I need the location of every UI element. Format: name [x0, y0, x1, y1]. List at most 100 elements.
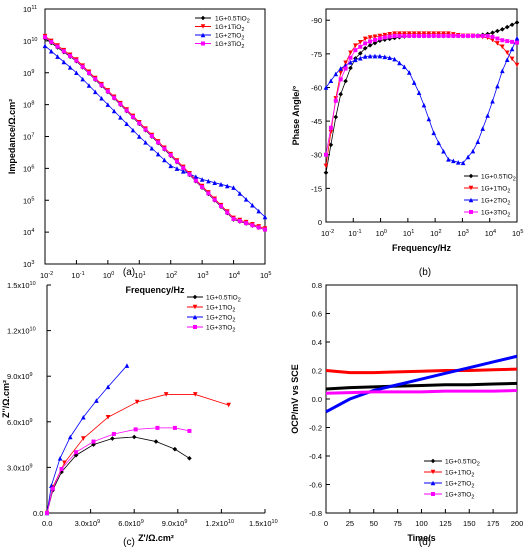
data-point — [155, 151, 161, 157]
data-point — [59, 466, 64, 471]
y-tick-label: -45 — [311, 117, 322, 126]
data-point — [225, 210, 230, 215]
x-tick-label: 100 — [376, 229, 387, 238]
data-point — [416, 31, 422, 36]
data-point — [74, 450, 79, 455]
legend-marker — [192, 304, 198, 310]
panel-label: (b) — [419, 267, 431, 278]
data-point — [67, 434, 73, 440]
x-tick-label: 101 — [134, 271, 145, 280]
data-point — [55, 44, 60, 49]
x-tick-label: 10-1 — [71, 271, 84, 280]
data-point — [61, 59, 67, 65]
data-point — [143, 140, 148, 145]
data-point — [180, 168, 186, 174]
series-3 — [45, 425, 192, 515]
data-point — [461, 33, 466, 38]
data-point — [367, 53, 373, 59]
data-point — [333, 71, 339, 77]
y-tick-label: -0.2 — [309, 424, 322, 433]
x-axis-label: Frequency/Hz — [125, 285, 185, 295]
legend-label: 1G+3TiO2 — [481, 210, 510, 219]
data-point — [328, 129, 334, 135]
data-point — [504, 50, 510, 56]
data-point — [231, 185, 236, 190]
legend-marker — [200, 32, 206, 38]
y-tick-label: 1011 — [23, 5, 37, 14]
series-1 — [325, 367, 518, 375]
data-point — [256, 208, 262, 214]
data-point — [137, 121, 142, 126]
data-point — [181, 165, 186, 170]
data-point — [130, 127, 136, 133]
y-tick-label: -0.4 — [309, 452, 322, 461]
data-point — [111, 431, 116, 436]
series-line — [325, 367, 518, 375]
legend-marker — [468, 185, 474, 191]
y-axis-label: OCP/mV vs SCE — [290, 364, 300, 434]
data-point — [105, 89, 110, 94]
data-point — [436, 140, 441, 146]
y-tick-label: 109 — [23, 69, 34, 78]
x-tick-label: 1.2x1010 — [205, 519, 234, 528]
data-point — [174, 166, 180, 171]
data-point — [328, 142, 334, 148]
data-point — [231, 216, 236, 221]
data-point — [111, 108, 117, 114]
data-point — [367, 35, 373, 40]
data-point — [80, 76, 86, 82]
legend-marker — [468, 197, 474, 203]
data-point — [162, 146, 167, 151]
legend-marker — [430, 480, 436, 486]
data-point — [500, 68, 505, 74]
data-point — [397, 60, 402, 66]
data-point — [357, 55, 363, 61]
data-point — [175, 159, 179, 164]
data-point — [460, 160, 466, 166]
x-tick-label: 25 — [346, 519, 354, 528]
data-point — [436, 33, 441, 38]
data-point — [446, 33, 451, 38]
x-tick-label: 200 — [511, 519, 524, 528]
data-point — [49, 39, 54, 44]
data-point — [500, 38, 505, 43]
data-point — [387, 32, 392, 37]
data-point — [407, 33, 412, 38]
panel-b: 10-2 10-1 100 101 102 103 104 105 0 -15 -30 -45 -60 -… — [291, 8, 523, 253]
data-point — [343, 78, 348, 84]
data-point — [219, 204, 223, 209]
y-axis-label: Z''/Ω.cm² — [1, 380, 11, 418]
legend-marker — [431, 492, 435, 496]
data-point — [250, 223, 255, 228]
data-point — [244, 221, 249, 226]
data-point — [382, 32, 388, 38]
data-point — [149, 134, 154, 139]
data-point — [495, 36, 500, 41]
data-point — [42, 43, 48, 49]
series-line — [325, 35, 518, 155]
data-point — [59, 469, 64, 475]
data-point — [500, 44, 505, 50]
data-point — [338, 91, 343, 97]
data-point — [417, 33, 422, 38]
y-tick-label: -0.8 — [309, 509, 322, 518]
data-point — [509, 56, 515, 62]
legend: 1G+0.5TiO2 1G+1TiO2 1G+2TiO2 1G+3TiO2 — [464, 174, 516, 219]
data-point — [451, 33, 456, 38]
data-point — [372, 40, 378, 46]
y-tick-label: 9.0x109 — [7, 372, 33, 381]
data-point — [193, 174, 199, 180]
data-point — [226, 402, 231, 408]
data-point — [263, 227, 267, 232]
data-point — [441, 148, 446, 154]
data-point — [155, 425, 160, 430]
data-point — [406, 70, 412, 75]
data-point — [133, 427, 138, 432]
data-point — [323, 170, 329, 175]
data-point — [348, 55, 353, 60]
data-point — [328, 125, 333, 130]
data-point — [475, 33, 480, 38]
legend-marker — [200, 24, 206, 29]
data-point — [466, 33, 471, 38]
